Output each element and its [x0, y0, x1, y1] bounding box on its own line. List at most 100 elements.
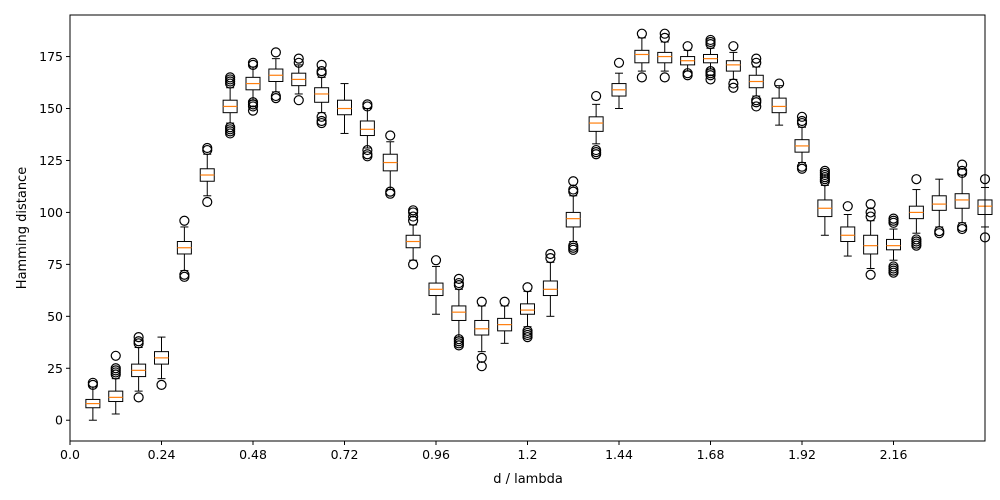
y-tick-label: 75	[47, 257, 63, 272]
box-group	[565, 176, 581, 255]
outlier-point	[865, 211, 876, 222]
box-group	[863, 199, 879, 280]
box-group	[291, 53, 307, 106]
box-group	[588, 90, 604, 160]
outlier-point	[476, 361, 487, 372]
box-group	[497, 296, 513, 344]
box-group	[405, 205, 421, 270]
outlier-point	[247, 105, 259, 116]
outlier-point	[842, 201, 853, 212]
box	[108, 390, 124, 403]
box-group	[954, 159, 970, 235]
box-group	[359, 99, 375, 162]
outlier-point	[247, 97, 259, 108]
outlier-point	[385, 186, 396, 197]
box-group	[634, 28, 650, 83]
outlier-point	[705, 34, 716, 46]
box	[725, 60, 741, 72]
x-tick-label: 0.72	[331, 447, 359, 462]
box	[886, 238, 901, 251]
x-tick-label: 0.48	[239, 447, 267, 462]
outlier-point	[934, 226, 945, 237]
outlier-point	[568, 240, 579, 251]
outlier-point	[545, 253, 556, 264]
outlier-point	[865, 207, 876, 218]
outlier-point	[659, 28, 670, 39]
x-tick-label: 0.96	[422, 447, 450, 462]
outlier-point	[225, 122, 236, 133]
outlier-point	[613, 57, 625, 68]
x-tick-label: 1.92	[788, 447, 816, 462]
box-group	[886, 213, 901, 278]
outlier-point	[682, 68, 693, 79]
box	[588, 116, 604, 132]
box	[542, 280, 558, 297]
x-tick-label: 0.0	[60, 447, 80, 462]
x-tick-label: 0.24	[148, 447, 176, 462]
outlier-point	[796, 115, 808, 127]
outlier-point	[316, 115, 327, 127]
outlier-point	[774, 78, 785, 89]
outlier-point	[751, 101, 762, 112]
box-group	[794, 111, 810, 174]
outlier-point	[110, 363, 121, 374]
x-tick-label: 1.2	[518, 447, 538, 462]
box-group	[176, 215, 192, 282]
box	[520, 303, 535, 315]
outlier-point	[545, 248, 556, 260]
outlier-point	[728, 41, 739, 52]
outlier-point	[110, 350, 121, 361]
box	[474, 319, 490, 336]
outlier-point	[865, 199, 876, 210]
outlier-point	[362, 149, 373, 160]
box	[840, 226, 856, 243]
outlier-point	[568, 176, 579, 187]
outlier-point	[911, 174, 922, 185]
box	[931, 195, 947, 211]
plot-area	[85, 28, 993, 421]
box-group	[771, 78, 787, 126]
box-group	[657, 28, 673, 83]
outlier-point	[408, 211, 419, 222]
outlier-point	[636, 72, 647, 83]
outlier-point	[659, 32, 670, 43]
x-tick-label: 1.68	[697, 447, 725, 462]
outlier-point	[270, 90, 281, 102]
outlier-point	[453, 334, 464, 345]
outlier-point	[316, 59, 327, 70]
x-axis-label: d / lambda	[493, 472, 563, 487]
outlier-point	[636, 28, 647, 39]
outlier-point	[476, 352, 487, 363]
outlier-point	[751, 57, 762, 68]
box-group	[154, 336, 169, 390]
box-group	[474, 296, 490, 372]
outlier-point	[751, 53, 762, 64]
box-group	[725, 41, 741, 93]
box-group	[337, 83, 352, 134]
outlier-point	[87, 377, 98, 388]
outlier-point	[385, 130, 396, 141]
outlier-point	[705, 74, 716, 85]
outlier-point	[133, 331, 144, 343]
box-group	[840, 201, 856, 257]
outlier-point	[202, 142, 213, 154]
box	[565, 211, 581, 228]
outlier-point	[408, 205, 419, 216]
outlier-point	[911, 234, 922, 245]
outlier-point	[408, 259, 419, 270]
box	[314, 87, 330, 103]
outlier-point	[202, 196, 213, 208]
box-group	[268, 47, 284, 104]
box	[337, 99, 352, 116]
box-group	[748, 53, 764, 112]
outlier-point	[705, 66, 716, 77]
y-tick-label: 25	[47, 361, 63, 376]
outlier-point	[293, 53, 304, 64]
box-group	[131, 331, 147, 403]
y-axis: 0 25 50 75 100 125 150 175	[39, 49, 70, 428]
outlier-point	[270, 47, 281, 58]
outlier-point	[957, 159, 968, 170]
outlier-point	[133, 336, 144, 347]
y-tick-label: 150	[39, 101, 63, 116]
outlier-point	[453, 273, 464, 285]
